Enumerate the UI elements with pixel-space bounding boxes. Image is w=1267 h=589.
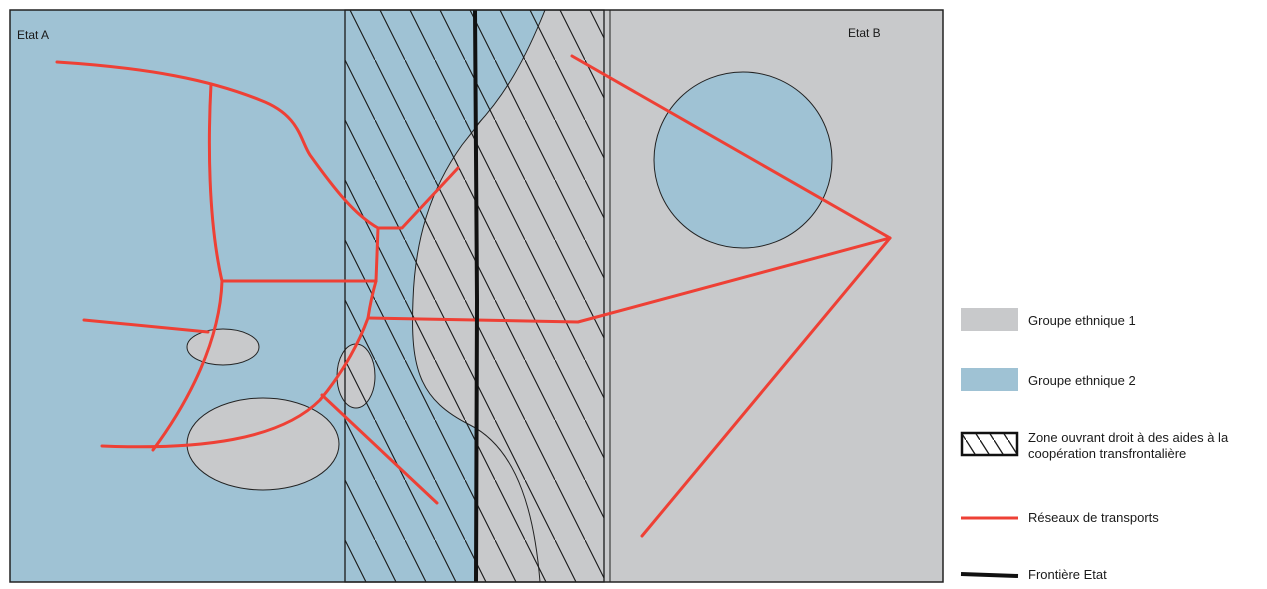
enclave-small [186,328,260,366]
legend-label-border: Frontière Etat [1028,567,1107,582]
legend-label-zone-line1: Zone ouvrant droit à des aides à la [1028,430,1229,445]
legend-label-groupe1: Groupe ethnique 1 [1028,313,1136,328]
ethnic-group-2-enclave-b [653,71,833,249]
state-border [473,9,480,583]
transport-network [55,54,892,538]
state-a-label: Etat A [17,28,49,42]
legend-swatch-groupe1 [961,308,1018,331]
legend-swatch-groupe2 [961,368,1018,391]
legend-label-zone-line2: coopération transfrontalière [1028,446,1187,461]
legend-label-transport: Réseaux de transports [1028,510,1159,525]
legend-swatch-border [960,572,1019,578]
legend-label-groupe2: Groupe ethnique 2 [1028,373,1136,388]
map-frame [9,9,944,583]
state-b-label: Etat B [848,26,881,40]
legend-swatch-zone [960,431,1019,457]
